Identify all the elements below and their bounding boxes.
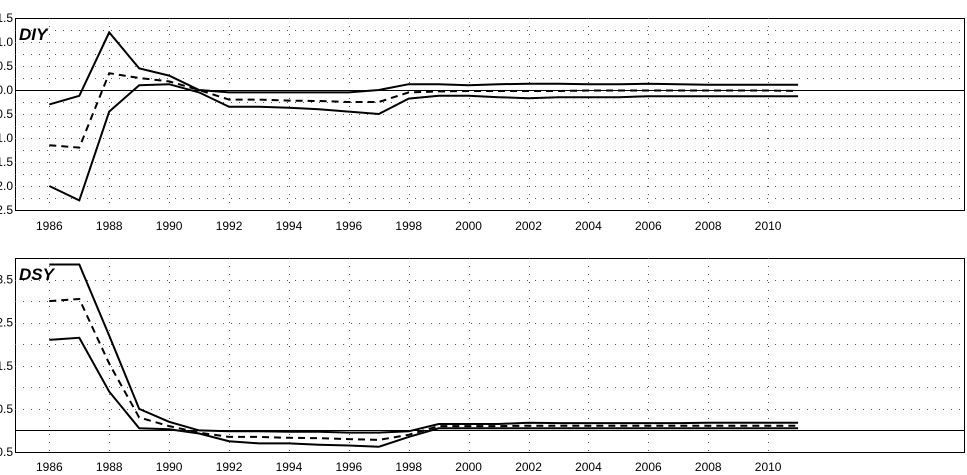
x-tick-label: 1994	[276, 460, 303, 474]
panel-diy: 1.5 1.0 0.5 0.0 -0.5 -1.0 -1.5 -2.0 -2.5 1986 1988…	[0, 11, 965, 233]
x-tick-label: 1988	[96, 219, 123, 233]
panel-title: DSY	[19, 265, 56, 284]
x-tick-label: 2002	[515, 460, 542, 474]
y-tick-label: -0.5	[0, 445, 13, 459]
y-tick-label: -1.0	[0, 131, 13, 145]
x-tick-label: 2006	[635, 219, 662, 233]
x-tick-label: 2006	[635, 460, 662, 474]
x-tick-label: 2004	[575, 219, 602, 233]
x-tick-label: 1992	[216, 219, 243, 233]
x-tick-label: 1990	[156, 219, 183, 233]
x-tick-label: 2010	[755, 219, 782, 233]
x-tick-label: 2008	[695, 219, 722, 233]
y-tick-label: 0.5	[0, 402, 13, 416]
y-tick-label: 0.0	[0, 83, 13, 97]
panel-dsy: 3.5 2.5 1.5 0.5 -0.5 1986 1988 1990 1992 1994 1996…	[0, 258, 965, 474]
gridlines	[15, 18, 964, 210]
x-tick-label: 1996	[335, 460, 362, 474]
panel-title: DIY	[19, 25, 49, 44]
series-line-1	[49, 30, 799, 106]
x-tick-label: 1986	[36, 460, 63, 474]
y-tick-label: 0.5	[0, 59, 13, 73]
x-tick-label: 1996	[335, 219, 362, 233]
x-tick-label: 2000	[455, 219, 482, 233]
x-tick-label: 1990	[156, 460, 183, 474]
y-tick-label: 2.5	[0, 316, 13, 330]
x-tick-label: 1992	[216, 460, 243, 474]
x-tick-label: 1998	[395, 219, 422, 233]
x-tick-label: 2000	[455, 460, 482, 474]
series-line-3	[48, 83, 799, 202]
y-tick-label: -1.5	[0, 155, 13, 169]
series-line-2	[49, 297, 799, 441]
x-tick-label: 1986	[36, 219, 63, 233]
x-tick-label: 2008	[695, 460, 722, 474]
x-tick-label: 2004	[575, 460, 602, 474]
y-tick-label: -2.0	[0, 179, 13, 193]
y-tick-label: -0.5	[0, 107, 13, 121]
x-tick-label: 1998	[395, 460, 422, 474]
series-line-3	[49, 336, 799, 448]
plot-frame	[15, 258, 965, 453]
series-line-1	[49, 263, 799, 434]
x-tick-label: 1994	[276, 219, 303, 233]
gridlines	[15, 258, 964, 452]
y-tick-label: 3.5	[0, 273, 13, 287]
y-tick-label: 1.5	[0, 11, 13, 25]
plot-frame	[15, 18, 965, 211]
x-tick-label: 2010	[755, 460, 782, 474]
x-tick-label: 2002	[515, 219, 542, 233]
y-tick-label: -2.5	[0, 203, 13, 217]
y-tick-label: 1.0	[0, 35, 13, 49]
y-tick-label: 1.5	[0, 359, 13, 373]
x-tick-label: 1988	[96, 460, 123, 474]
